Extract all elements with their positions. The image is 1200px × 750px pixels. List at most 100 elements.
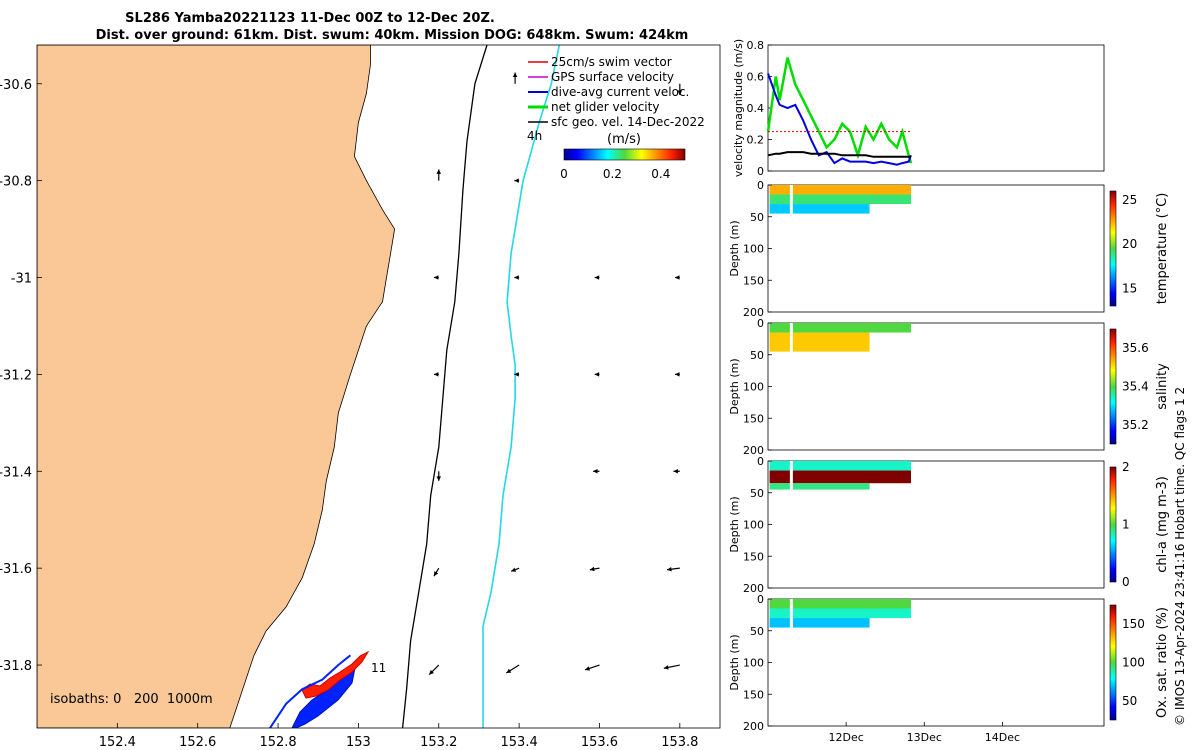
salinity-section-colorbar — [1109, 328, 1117, 445]
chla-section-layer-2 — [769, 483, 870, 490]
chla-section-ytick-label: 50 — [750, 487, 764, 500]
map-frame — [36, 44, 721, 729]
oxygen-section-ytick-label: 200 — [743, 720, 764, 733]
velocity-y-axis: 0 0.2 0.4 0.6 0.8 — [747, 39, 772, 178]
map-ytick-label: -30.8 — [0, 175, 32, 190]
temperature-section: 0 50 100 150 200 Depth (m) 15 20 25 temperature (… — [728, 179, 1170, 319]
map-ytick-label: -31.8 — [0, 659, 32, 674]
temperature-section-layer-2 — [769, 204, 870, 214]
velocity-series — [766, 57, 913, 166]
velocity-line-1 — [767, 73, 912, 166]
current-vector-15 — [433, 567, 440, 577]
chla-section-ytick-label: 150 — [743, 550, 764, 563]
map-ytick-label: -31 — [11, 272, 32, 287]
salinity-section: 0 50 100 150 200 Depth (m) 35.2 35.4 35.6 salinit… — [728, 317, 1170, 457]
temperature-section-ytick-label: 0 — [757, 179, 764, 192]
velocity-frame — [767, 44, 1105, 172]
map-xtick-label: 152.6 — [179, 735, 216, 750]
salinity-section-ctick-label: 35.4 — [1122, 380, 1149, 394]
current-vector-16 — [510, 567, 520, 572]
current-vector-11 — [675, 372, 680, 377]
oxygen-section-ytick-label: 150 — [743, 688, 764, 701]
salinity-section-ctick-label: 35.6 — [1122, 341, 1149, 355]
velocity-ylabel: velocity magnitude (m/s) — [732, 39, 745, 177]
map-xtick-label: 153.2 — [420, 735, 457, 750]
time-tick-label: 13Dec — [907, 731, 942, 744]
temperature-section-ytick-label: 200 — [743, 306, 764, 319]
salinity-section-layer-1 — [769, 332, 870, 352]
speed-colorbar — [563, 148, 686, 161]
current-vector-14 — [673, 468, 680, 474]
chla-section-ytick-label: 100 — [743, 519, 764, 532]
glider-track-group — [269, 650, 370, 728]
salinity-section-ylabel: Depth (m) — [728, 358, 741, 414]
map-ytick-label: -31.2 — [0, 368, 32, 383]
credit-footer: © IMOS 13-Apr-2024 23:41:16 Hobart time.… — [1173, 387, 1187, 726]
current-vector-21 — [584, 664, 600, 671]
colorbar-tick-label: 0 — [560, 167, 568, 181]
chla-section-ylabel: Depth (m) — [728, 496, 741, 552]
temperature-section-ytick-label: 150 — [743, 274, 764, 287]
temperature-section-ctick-label: 15 — [1122, 281, 1137, 295]
current-vector-12 — [436, 471, 442, 481]
oxygen-section-ctick-label: 100 — [1122, 656, 1145, 670]
current-vector-2 — [436, 169, 442, 181]
current-vector-0 — [512, 72, 518, 84]
oxygen-section-ctick-label: 150 — [1122, 617, 1145, 631]
chla-section-clabel: chl-a (mg m-3) — [1155, 476, 1170, 573]
temperature-section-clabel: temperature (°C) — [1155, 193, 1170, 305]
isobath-1000m — [482, 45, 561, 728]
salinity-section-ytick-label: 200 — [743, 444, 764, 457]
coastline-land — [37, 45, 396, 728]
chla-section-colorbar — [1109, 466, 1117, 583]
velocity-line-3 — [767, 151, 911, 158]
map-ytick-label: -30.6 — [0, 78, 32, 93]
temperature-section-layer-0 — [769, 185, 911, 195]
velocity-panel: velocity magnitude (m/s) 0 0.2 0.4 0.6 0.8 — [732, 39, 1105, 178]
current-vector-22 — [663, 664, 680, 670]
oxygen-section-ytick-label: 0 — [757, 593, 764, 606]
dive-avg-current-patch — [291, 666, 356, 728]
colorbar-tick-label: 0.4 — [651, 167, 670, 181]
temperature-section-ytick-label: 50 — [750, 211, 764, 224]
map-xtick-label: 153 — [346, 735, 371, 750]
time-tick-label: 12Dec — [828, 731, 863, 744]
title-line-2: Dist. over ground: 61km. Dist. swum: 40k… — [96, 28, 689, 43]
salinity-section-layer-0 — [769, 323, 911, 333]
current-vector-5 — [514, 275, 520, 280]
map-xtick-label: 153.4 — [501, 735, 538, 750]
colorbar-title: (m/s) — [607, 132, 641, 147]
temperature-section-ytick-label: 100 — [743, 243, 764, 256]
oxygen-section-layer-1 — [769, 608, 911, 619]
oxygen-section-layer-0 — [769, 599, 911, 609]
oxygen-section-ctick-label: 50 — [1122, 694, 1137, 708]
salinity-section-ytick-label: 150 — [743, 412, 764, 425]
isobaths-note: isobaths: 0 200 1000m — [50, 692, 213, 707]
oxygen-section: 0 50 100 150 200 Depth (m) 50 100 150 Ox. sat. ra… — [728, 593, 1170, 733]
time-axis: 12Dec 13Dec 14Dec — [828, 722, 1020, 744]
title-line-1: SL286 Yamba20221123 11-Dec 00Z to 12-Dec… — [125, 11, 495, 26]
current-vector-10 — [594, 372, 600, 377]
map-xtick-label: 153.8 — [661, 735, 698, 750]
map-ytick-label: -31.4 — [0, 465, 32, 480]
velocity-line-0 — [766, 57, 913, 164]
chla-section-ytick-label: 0 — [757, 455, 764, 468]
glider-track-line — [269, 654, 352, 728]
swim-vector-patch — [301, 650, 370, 699]
legend-swim: 25cm/s swim vector — [551, 55, 672, 69]
chla-section-ctick-label: 2 — [1122, 460, 1130, 474]
colorbar-tick-label: 0.2 — [603, 167, 622, 181]
map-legend: 25cm/s swim vector GPS surface velocity … — [527, 55, 705, 181]
speed-colorbar-ticks: 0 0.2 0.4 — [560, 167, 670, 181]
current-vector-20 — [505, 664, 520, 674]
salinity-section-ytick-label: 0 — [757, 317, 764, 330]
salinity-section-ytick-label: 100 — [743, 381, 764, 394]
oxygen-section-ytick-label: 100 — [743, 657, 764, 670]
map-ytick-label: -31.6 — [0, 562, 32, 577]
map-xtick-label: 152.4 — [99, 735, 136, 750]
oxygen-section-ylabel: Depth (m) — [728, 634, 741, 690]
oxygen-section-colorbar — [1109, 604, 1117, 721]
time-tick-label: 14Dec — [985, 731, 1020, 744]
temperature-section-ylabel: Depth (m) — [728, 220, 741, 276]
temperature-section-gap — [789, 185, 793, 214]
